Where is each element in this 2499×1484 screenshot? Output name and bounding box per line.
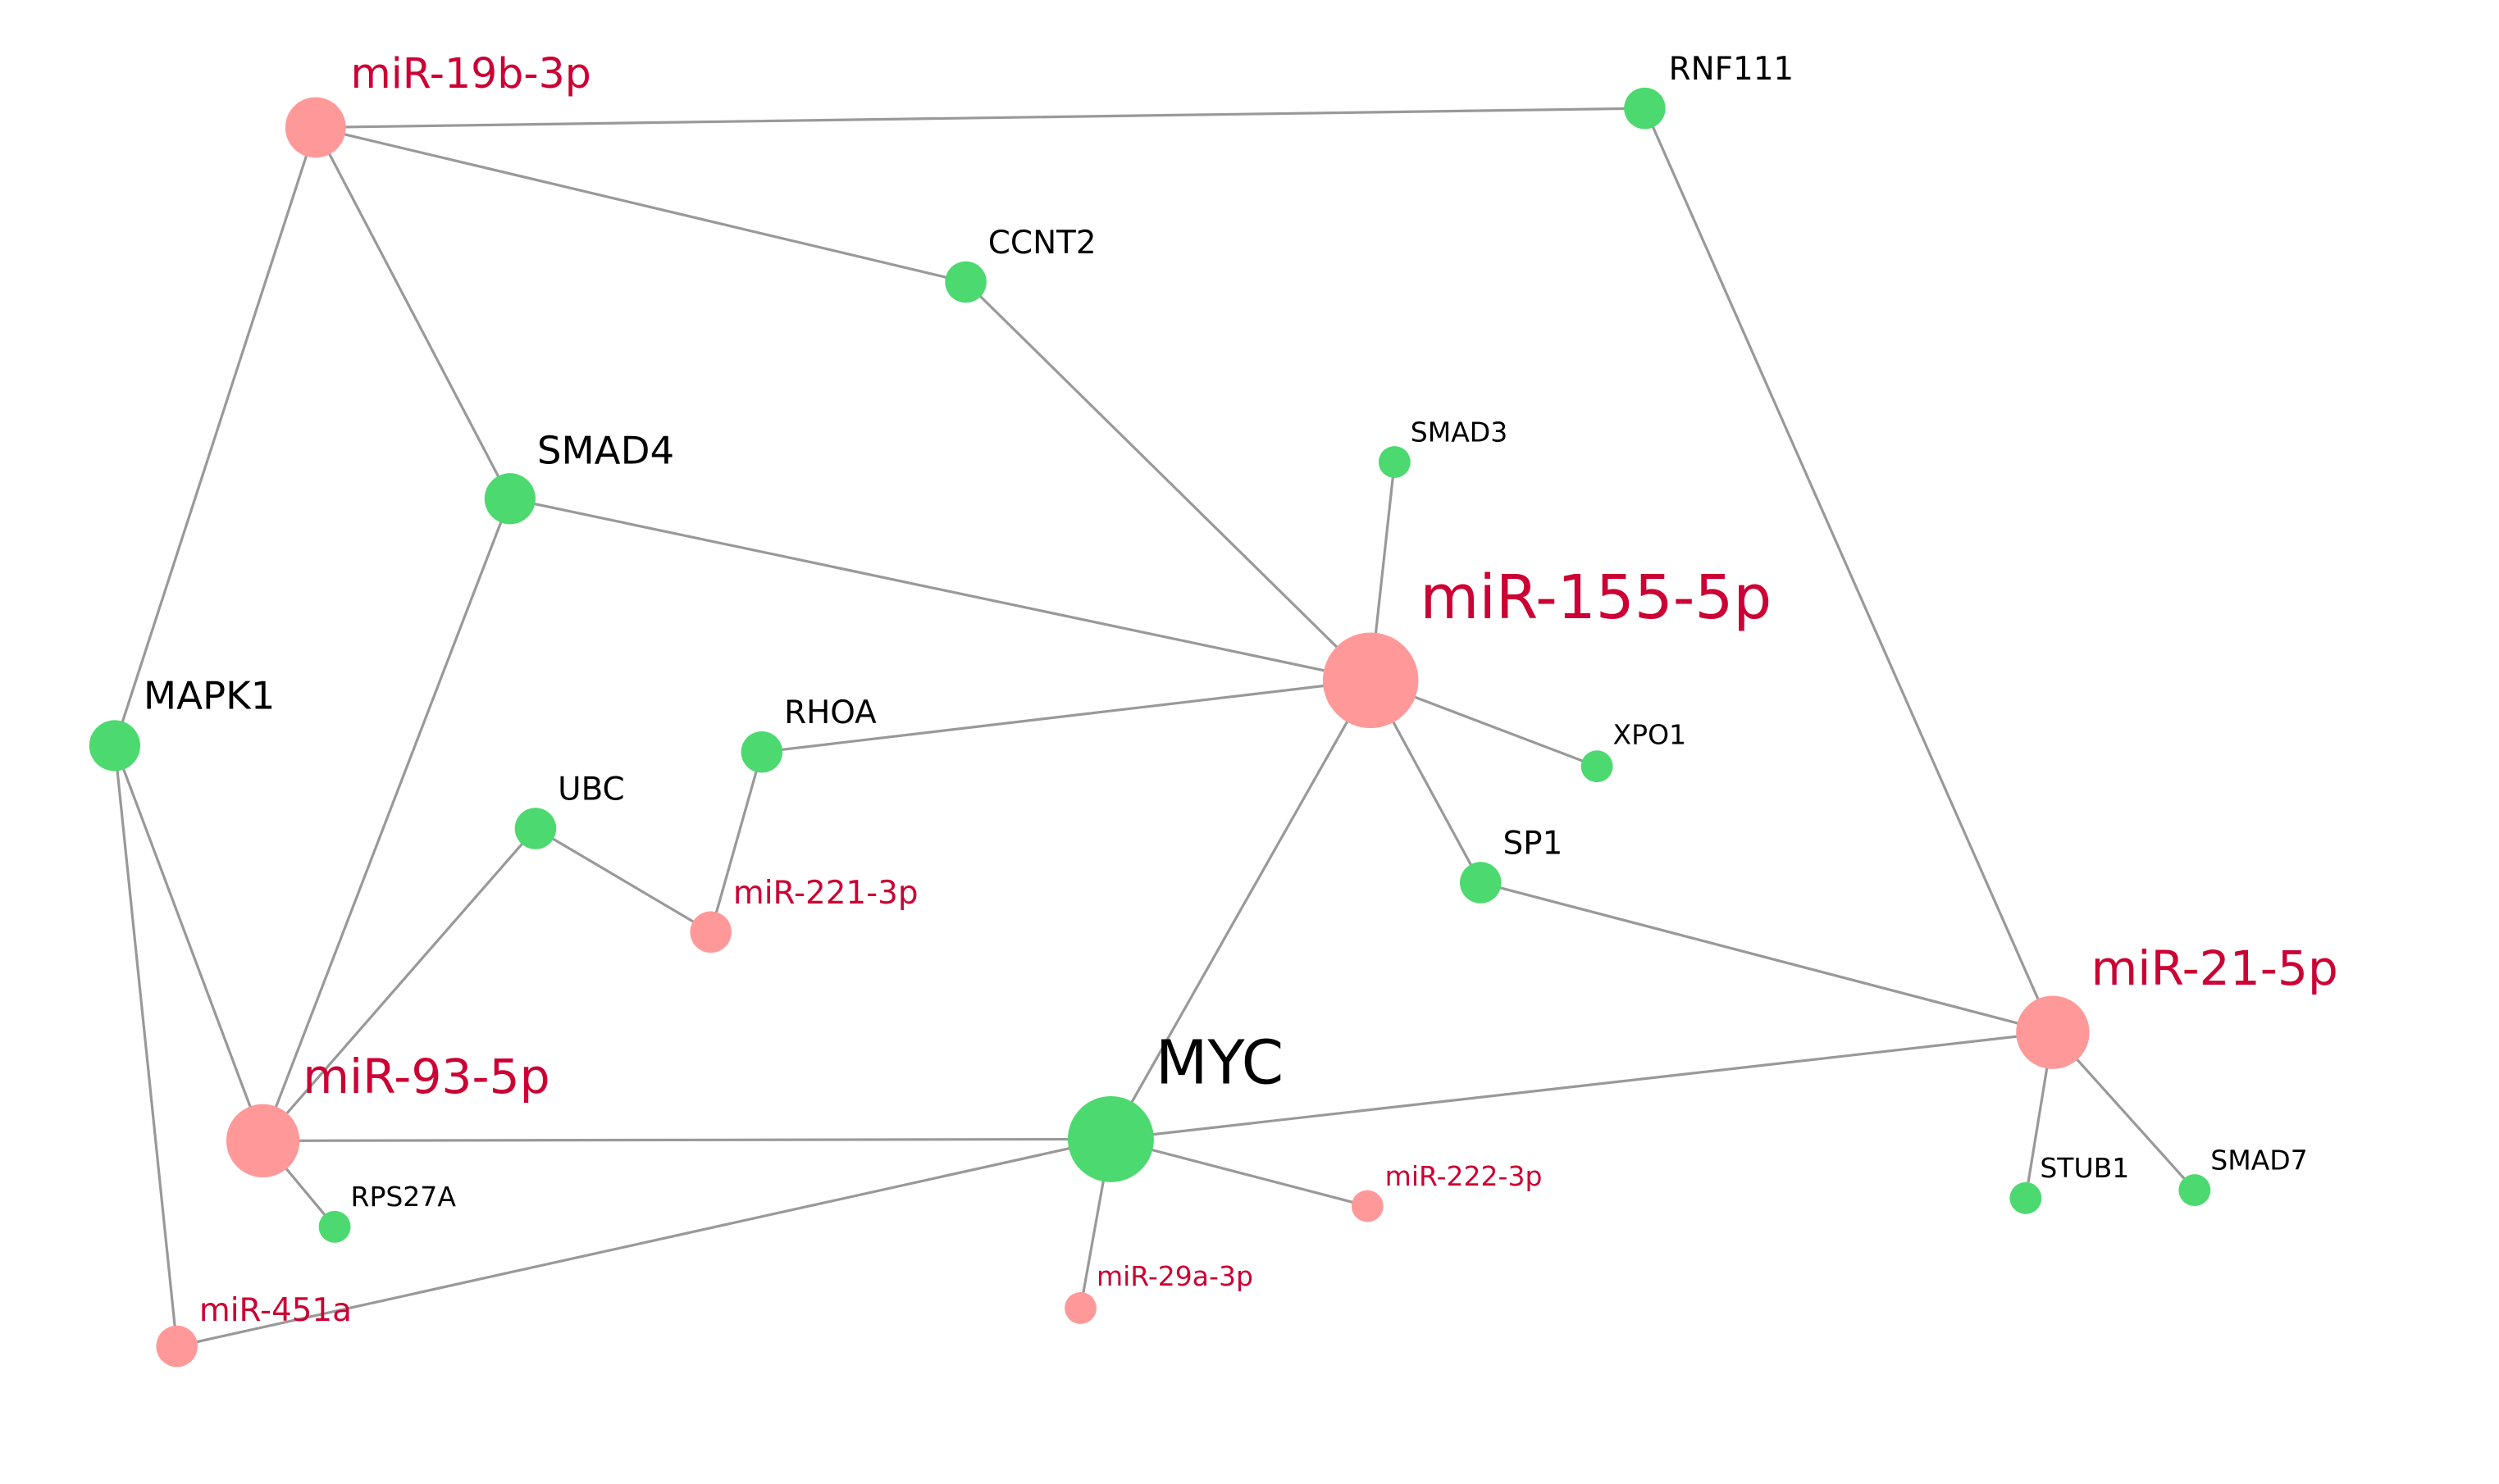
label-mir-19b-3p: miR-19b-3p <box>351 49 591 98</box>
node-smad3 <box>1378 446 1411 478</box>
edge-rnf111-to-mir-21-5p <box>1643 107 2054 1033</box>
label-smad4: SMAD4 <box>537 428 674 472</box>
edge-mir-19b-3p-to-mapk1 <box>113 126 317 746</box>
label-mir-155-5p: miR-155-5p <box>1420 562 1772 633</box>
node-ccnt2 <box>945 261 987 303</box>
label-smad7: SMAD7 <box>2210 1144 2307 1176</box>
label-sp1: SP1 <box>1503 826 1562 863</box>
edge-rhoa-to-mir-221-3p <box>709 751 764 933</box>
node-smad7 <box>2178 1174 2211 1207</box>
label-rps27a: RPS27A <box>351 1181 457 1213</box>
label-xpo1: XPO1 <box>1613 718 1687 750</box>
label-smad3: SMAD3 <box>1411 416 1507 448</box>
edge-mapk1-to-mir-93-5p <box>113 744 265 1141</box>
node-mir-155-5p <box>1322 632 1419 729</box>
node-rhoa <box>741 731 783 773</box>
edge-ccnt2-to-mir-155-5p <box>964 280 1372 681</box>
label-stub1: STUB1 <box>2040 1152 2129 1184</box>
node-stub1 <box>2009 1181 2042 1214</box>
node-mir-222-3p <box>1351 1190 1384 1222</box>
node-mir-221-3p <box>690 911 732 954</box>
node-mir-451a <box>156 1325 198 1368</box>
label-ubc: UBC <box>558 772 625 808</box>
label-mir-21-5p: miR-21-5p <box>2091 940 2338 996</box>
node-mir-29a-3p <box>1065 1291 1097 1324</box>
node-sp1 <box>1460 862 1502 904</box>
edge-sp1-to-mir-21-5p <box>1480 881 2054 1034</box>
nodes-layer <box>89 87 2211 1368</box>
edge-smad4-to-mir-155-5p <box>509 497 1371 682</box>
label-mapk1: MAPK1 <box>144 674 275 718</box>
label-mir-222-3p: miR-222-3p <box>1385 1160 1543 1192</box>
node-myc <box>1067 1095 1154 1182</box>
node-ubc <box>514 808 557 849</box>
edge-mir-19b-3p-to-rnf111 <box>315 107 1645 130</box>
edge-myc-to-mir-222-3p <box>1110 1137 1368 1208</box>
edge-mir-155-5p-to-myc <box>1110 679 1372 1140</box>
edge-mir-21-5p-to-myc <box>1110 1031 2054 1141</box>
edge-ubc-to-mir-93-5p <box>262 827 537 1142</box>
node-mir-21-5p <box>2016 995 2090 1069</box>
edge-mir-19b-3p-to-ccnt2 <box>315 125 966 284</box>
label-rhoa: RHOA <box>784 694 877 731</box>
label-mir-451a: miR-451a <box>199 1292 352 1329</box>
node-mir-19b-3p <box>285 97 346 158</box>
labels-layer: miR-19b-3p RNF111 CCNT2 SMAD4 SMAD3 miR-155-5… <box>144 49 2338 1329</box>
label-rnf111: RNF111 <box>1669 51 1794 88</box>
edge-ubc-to-mir-221-3p <box>535 827 712 934</box>
node-mapk1 <box>89 720 141 772</box>
node-smad4 <box>484 473 536 525</box>
edge-smad4-to-mir-93-5p <box>262 498 512 1141</box>
edge-mir-19b-3p-to-smad4 <box>314 126 512 499</box>
label-ccnt2: CCNT2 <box>988 225 1097 262</box>
node-mir-93-5p <box>226 1104 300 1178</box>
node-rps27a <box>318 1210 351 1243</box>
node-rnf111 <box>1624 87 1666 130</box>
edge-mir-93-5p-to-myc <box>262 1137 1111 1142</box>
edge-mir-155-5p-to-rhoa <box>761 679 1371 753</box>
label-mir-29a-3p: miR-29a-3p <box>1097 1260 1253 1292</box>
edge-mapk1-to-mir-451a <box>113 745 179 1347</box>
label-myc: MYC <box>1156 1027 1284 1098</box>
label-mir-221-3p: miR-221-3p <box>733 875 919 912</box>
edge-myc-to-mir-451a <box>176 1137 1111 1348</box>
edges-layer <box>113 107 2196 1348</box>
node-xpo1 <box>1580 750 1613 783</box>
label-mir-93-5p: miR-93-5p <box>303 1049 550 1104</box>
